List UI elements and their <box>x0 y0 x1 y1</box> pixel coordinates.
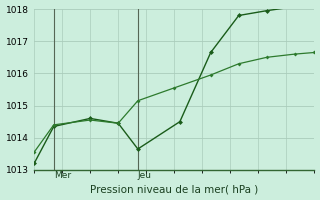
X-axis label: Pression niveau de la mer( hPa ): Pression niveau de la mer( hPa ) <box>90 184 259 194</box>
